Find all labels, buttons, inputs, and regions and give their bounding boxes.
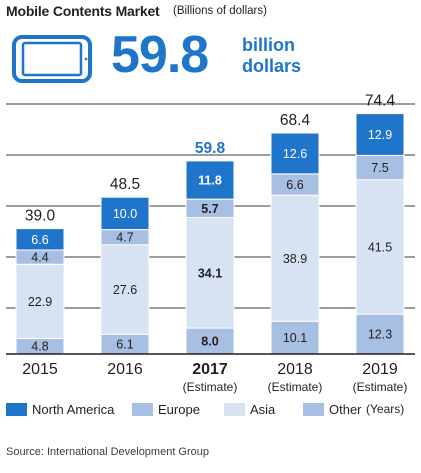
data-label-2017-europe: 5.7 xyxy=(201,202,218,216)
data-label-2016-asia: 27.6 xyxy=(113,283,137,297)
bar-segment-2017-north-america xyxy=(185,160,235,200)
tablet-icon xyxy=(12,35,92,83)
data-label-2019-europe: 7.5 xyxy=(371,161,388,175)
headline-unit-line1: billion xyxy=(242,35,295,55)
legend-label-asia: Asia xyxy=(250,402,276,417)
legend-swatch-north-america xyxy=(6,403,27,416)
bar-segment-2019-north-america xyxy=(355,113,405,156)
data-label-2015-north-america: 6.6 xyxy=(31,233,48,247)
total-label-2016: 48.5 xyxy=(110,176,140,193)
data-label-2019-other: 12.3 xyxy=(368,328,392,342)
data-label-2016-europe: 4.7 xyxy=(116,231,133,245)
bar-segment-2017-other xyxy=(185,327,235,355)
bar-segment-2016-north-america xyxy=(100,196,150,231)
bar-group-2019: 12.3 41.5 7.5 12.9 74.4 2019 (Estimate) xyxy=(353,93,408,394)
headline-unit-line2: dollars xyxy=(242,56,302,76)
legend-label-other: Other xyxy=(329,402,362,417)
data-label-2019-asia: 41.5 xyxy=(368,240,392,254)
headline-value: 59.8 xyxy=(111,26,209,84)
headline-callout: 59.8 billion dollars xyxy=(0,26,421,89)
x-tick-label-2018: 2018 xyxy=(277,361,313,378)
data-label-2015-asia: 22.9 xyxy=(28,295,52,309)
x-tick-label-2017: 2017 xyxy=(192,361,228,378)
bar-segment-2016-asia xyxy=(100,244,150,335)
chart-legend: North America Europe Asia Other (Years) xyxy=(0,396,421,424)
x-tick-label-2015: 2015 xyxy=(22,361,58,378)
chart-svg: 4.8 22.9 4.4 6.6 39.0 2015 6.1 27.6 4.7 10.0 48.5 2… xyxy=(6,93,415,394)
bar-segment-2017-asia xyxy=(185,217,235,329)
bar-group-2015: 4.8 22.9 4.4 6.6 39.0 2015 xyxy=(15,208,65,378)
legend-swatch-other xyxy=(303,403,324,416)
x-tick-note-2017: (Estimate) xyxy=(183,380,238,394)
data-label-2018-europe: 6.6 xyxy=(286,178,303,192)
headline-unit: billion dollars xyxy=(242,35,332,77)
total-label-2017: 59.8 xyxy=(195,140,226,157)
x-tick-label-2016: 2016 xyxy=(107,361,143,378)
data-label-2015-europe: 4.4 xyxy=(31,251,48,265)
bar-segment-2015-asia xyxy=(15,263,65,339)
legend-swatch-europe xyxy=(132,403,153,416)
legend-swatch-asia xyxy=(224,403,245,416)
data-label-2017-other: 8.0 xyxy=(201,335,218,349)
total-label-2019: 74.4 xyxy=(365,93,396,110)
bar-segment-2018-other xyxy=(270,320,320,355)
legend-label-north-america: North America xyxy=(32,402,115,417)
bar-group-2018: 10.1 38.9 6.6 12.6 68.4 2018 (Estimate) xyxy=(268,112,323,394)
chart-title: Mobile Contents Market xyxy=(6,3,160,19)
total-label-2015: 39.0 xyxy=(25,208,56,225)
bar-group-2017: 8.0 34.1 5.7 11.8 59.8 2017 (Estimate) xyxy=(183,140,238,394)
stacked-bar-chart: 4.8 22.9 4.4 6.6 39.0 2015 6.1 27.6 4.7 10.0 48.5 2… xyxy=(0,93,421,400)
data-label-2017-asia: 34.1 xyxy=(198,266,222,280)
chart-unit-label: (Billions of dollars) xyxy=(173,5,267,17)
data-label-2017-north-america: 11.8 xyxy=(198,174,222,188)
x-tick-note-2018: (Estimate) xyxy=(268,380,323,394)
data-label-2016-north-america: 10.0 xyxy=(113,207,137,221)
data-label-2018-north-america: 12.6 xyxy=(283,147,307,161)
bar-segment-2019-europe xyxy=(355,154,405,181)
x-unit-label: (Years) xyxy=(366,402,405,416)
legend-label-europe: Europe xyxy=(158,402,200,417)
x-tick-label-2019: 2019 xyxy=(362,361,398,378)
bar-group-2016: 6.1 27.6 4.7 10.0 48.5 2016 xyxy=(100,176,150,378)
source-note: Source: International Development Group xyxy=(6,446,210,458)
bar-segment-2015-north-america xyxy=(15,228,65,251)
total-label-2018: 68.4 xyxy=(280,112,311,129)
data-label-2018-other: 10.1 xyxy=(283,331,307,345)
data-label-2016-other: 6.1 xyxy=(116,338,133,352)
bar-segment-2018-asia xyxy=(270,194,320,322)
chart-header: Mobile Contents Market (Billions of doll… xyxy=(6,2,415,28)
data-label-2015-other: 4.8 xyxy=(31,340,48,354)
data-label-2018-asia: 38.9 xyxy=(283,252,307,266)
x-tick-note-2019: (Estimate) xyxy=(353,380,408,394)
data-label-2019-north-america: 12.9 xyxy=(368,128,392,142)
bar-segment-2018-north-america xyxy=(270,132,320,175)
